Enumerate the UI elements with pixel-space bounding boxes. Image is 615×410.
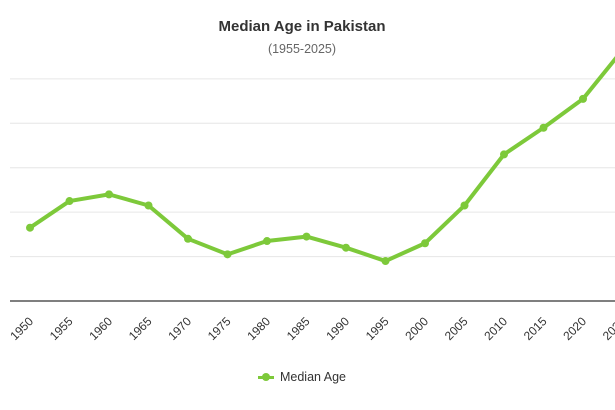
x-tick-label: 2020 (560, 314, 589, 343)
data-point (460, 201, 469, 210)
legend-series-marker (257, 371, 274, 383)
data-point (26, 223, 34, 232)
x-tick-label: 1970 (165, 314, 194, 343)
x-tick-label: 1990 (323, 314, 352, 343)
chart-subtitle: (1955-2025) (267, 42, 337, 56)
data-point (539, 123, 548, 132)
data-point (263, 237, 271, 246)
x-tick-label: 1955 (47, 314, 76, 343)
x-tick-label: 1985 (284, 314, 313, 343)
x-tick-label: 2015 (521, 314, 550, 343)
x-tick-label: 2010 (481, 314, 510, 343)
data-point (184, 234, 192, 243)
legend[interactable]: Median Age (0, 370, 604, 384)
data-point (105, 190, 113, 199)
legend-label: Median Age (279, 370, 347, 384)
data-point (500, 150, 508, 159)
series-line (28, 56, 615, 264)
x-tick-label: 1980 (244, 314, 273, 343)
data-point (65, 197, 74, 206)
x-tick-label: 1975 (205, 314, 234, 343)
x-tick-label: 1995 (363, 314, 392, 343)
x-tick-label: 1960 (86, 314, 115, 343)
data-point (342, 243, 350, 252)
data-point (421, 239, 429, 248)
chart-title: Median Age in Pakistan (218, 18, 386, 35)
x-tick-label: 1950 (7, 314, 36, 343)
data-point (579, 94, 587, 103)
data-point (144, 201, 153, 210)
data-point (381, 257, 390, 266)
x-tick-label: 2005 (442, 314, 471, 343)
x-tick-label: 2025 (600, 314, 615, 343)
data-point (302, 232, 311, 241)
x-tick-label: 2000 (402, 314, 431, 343)
x-tick-label: 1965 (126, 314, 155, 343)
data-point (223, 250, 232, 259)
